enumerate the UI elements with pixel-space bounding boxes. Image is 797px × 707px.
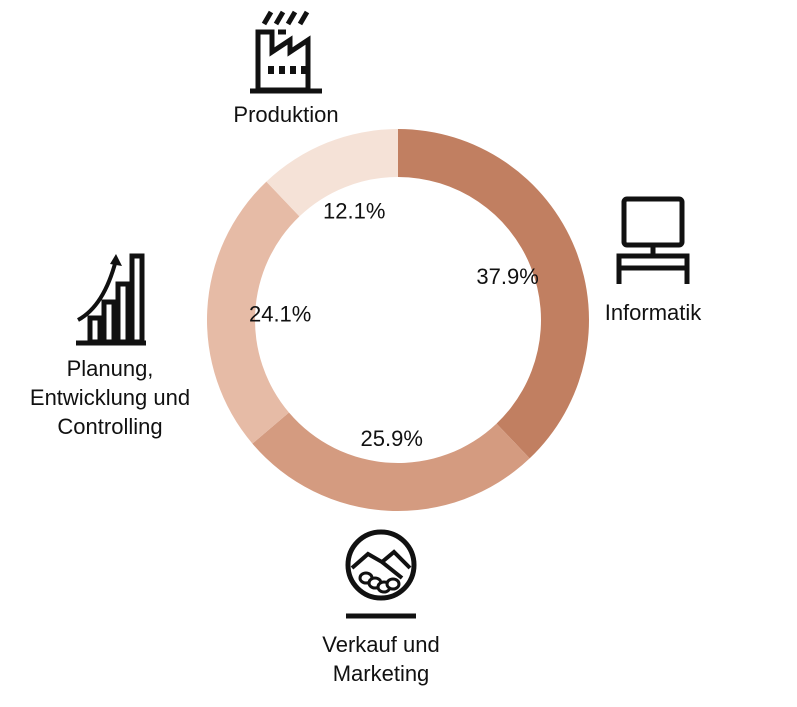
donut-segment — [398, 129, 589, 459]
label-line: Planung, — [66, 356, 154, 381]
label-informatik: Informatik — [573, 298, 733, 327]
label-produktion: Produktion — [206, 100, 366, 129]
label-line: Marketing — [332, 661, 430, 686]
growth-chart-icon — [76, 253, 146, 346]
donut-segment — [266, 129, 398, 217]
label-line: Produktion — [233, 102, 339, 127]
donut-segment — [206, 181, 300, 444]
segment-value-label: 25.9% — [361, 426, 423, 451]
label-line: Verkauf und — [322, 632, 440, 657]
segment-value-label: 37.9% — [476, 264, 538, 289]
label-verkauf: Verkauf und Marketing — [300, 630, 462, 688]
label-line: Entwicklung und — [29, 385, 191, 410]
factory-icon — [250, 10, 322, 94]
label-planung: Planung, Entwicklung und Controlling — [10, 354, 210, 441]
value-labels: 37.9% 25.9% 24.1% 12.1% — [249, 198, 539, 450]
donut-segment — [252, 412, 530, 511]
label-line: Informatik — [604, 300, 702, 325]
segment-value-label: 12.1% — [323, 198, 385, 223]
label-line: Controlling — [57, 414, 163, 439]
handshake-icon — [345, 529, 417, 619]
donut-segments — [206, 129, 589, 511]
segment-value-label: 24.1% — [249, 302, 311, 327]
computer-icon — [616, 196, 690, 284]
